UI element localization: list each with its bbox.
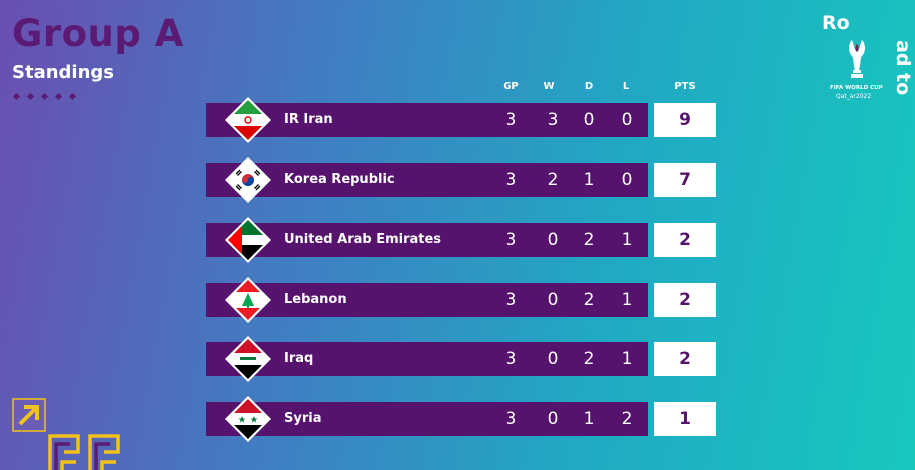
syria-flag-icon xyxy=(225,396,271,442)
stat-d: 2 xyxy=(583,290,595,310)
decorative-dots xyxy=(12,92,77,101)
stat-w: 0 xyxy=(547,290,559,310)
page-subtitle: Standings xyxy=(12,62,114,83)
road-to-qatar-logo: Ro ad to FIFA WORLD CUP Qat_ar2022 xyxy=(820,12,914,112)
logo-text-adto: ad to xyxy=(892,40,914,96)
team-name: IR Iran xyxy=(284,112,333,127)
column-header-w: W xyxy=(543,81,555,92)
world-cup-trophy-icon xyxy=(849,40,865,78)
team-name: Syria xyxy=(284,411,322,426)
arrow-up-right-icon xyxy=(12,398,46,432)
stat-d: 0 xyxy=(583,110,595,130)
stat-l: 0 xyxy=(621,110,633,130)
stat-d: 1 xyxy=(583,409,595,429)
team-name: United Arab Emirates xyxy=(284,232,442,247)
stat-pts: 2 xyxy=(654,223,716,257)
column-header-l: L xyxy=(622,81,630,92)
stat-gp: 3 xyxy=(505,409,517,429)
team-name: Lebanon xyxy=(284,292,347,307)
stat-d: 2 xyxy=(583,349,595,369)
stat-d: 2 xyxy=(583,230,595,250)
stat-l: 1 xyxy=(621,230,633,250)
stat-l: 1 xyxy=(621,349,633,369)
stat-l: 1 xyxy=(621,290,633,310)
column-header-d: D xyxy=(584,81,594,92)
logo-text-ro: Ro xyxy=(822,12,850,34)
standings-row: Iraq 3 0 2 1 2 xyxy=(206,336,716,382)
stat-w: 3 xyxy=(547,110,559,130)
standings-row: IR Iran 3 3 0 0 9 xyxy=(206,97,716,143)
stat-pts: 1 xyxy=(654,402,716,436)
stat-pts: 2 xyxy=(654,342,716,376)
stat-d: 1 xyxy=(583,170,595,190)
standings-row: Korea Republic 3 2 1 0 7 xyxy=(206,157,716,203)
standings-row: United Arab Emirates 3 0 2 1 2 xyxy=(206,217,716,263)
stat-w: 0 xyxy=(547,409,559,429)
lebanon-flag-icon xyxy=(225,277,271,323)
standings-row: Lebanon 3 0 2 1 2 xyxy=(206,277,716,323)
stat-w: 0 xyxy=(547,349,559,369)
stat-gp: 3 xyxy=(505,290,517,310)
iran-flag-icon xyxy=(225,97,271,143)
team-name: Iraq xyxy=(284,351,314,366)
decorative-pattern-icon xyxy=(48,434,120,470)
stat-gp: 3 xyxy=(505,170,517,190)
team-name: Korea Republic xyxy=(284,172,395,187)
page-title: Group A xyxy=(12,12,184,55)
uae-flag-icon xyxy=(225,217,271,263)
column-header-gp: GP xyxy=(503,81,519,92)
stat-l: 0 xyxy=(621,170,633,190)
column-header-pts: PTS xyxy=(674,81,696,92)
stat-w: 2 xyxy=(547,170,559,190)
logo-text-fifa: FIFA WORLD CUP xyxy=(830,85,883,91)
iraq-flag-icon xyxy=(225,336,271,382)
stat-gp: 3 xyxy=(505,349,517,369)
logo-text-qatar: Qat_ar2022 xyxy=(836,93,872,100)
stat-l: 2 xyxy=(621,409,633,429)
stat-w: 0 xyxy=(547,230,559,250)
korea-flag-icon xyxy=(225,157,271,203)
stat-pts: 7 xyxy=(654,163,716,197)
stat-pts: 2 xyxy=(654,283,716,317)
stat-gp: 3 xyxy=(505,230,517,250)
standings-row: Syria 3 0 1 2 1 xyxy=(206,396,716,442)
stat-gp: 3 xyxy=(505,110,517,130)
stat-pts: 9 xyxy=(654,103,716,137)
